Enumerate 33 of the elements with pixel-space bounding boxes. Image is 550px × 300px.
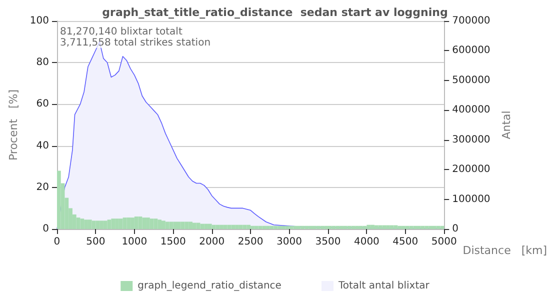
x-tick-label: 3500 — [315, 236, 341, 248]
y2-tick-label: 500000 — [452, 74, 490, 86]
x-tick-label: 500 — [86, 236, 106, 248]
legend-label: graph_legend_ratio_distance — [138, 280, 282, 292]
y2-tick-label: 600000 — [452, 45, 490, 56]
y2-tick-label: 300000 — [452, 134, 490, 146]
legend-label: Totalt antal blixtar — [337, 280, 430, 292]
y-tick-label: 80 — [36, 57, 49, 68]
y-axis-title: Procent [%] — [7, 89, 20, 161]
x-tick-label: 1000 — [122, 236, 148, 248]
x-tick-label: 4000 — [354, 236, 380, 248]
y2-tick-label: 0 — [452, 224, 458, 234]
y-tick-label: 40 — [36, 140, 49, 152]
x-tick-label: 4500 — [392, 236, 418, 248]
y-tick-label: 100 — [30, 16, 49, 26]
annotation: 3,711,558 total strikes station — [60, 38, 211, 48]
x-tick-label: 3000 — [276, 236, 302, 248]
x-tick-label: 5000 — [431, 236, 457, 248]
y-tick-label: 60 — [36, 98, 49, 110]
y-tick-label: 20 — [36, 182, 49, 193]
chart-title: graph_stat_title_ratio_distance sedan start av loggning — [102, 6, 448, 19]
y2-axis-title: Antal — [500, 110, 514, 140]
x-axis-title: Distance [km] — [462, 244, 547, 257]
x-tick-label: 2500 — [238, 236, 264, 248]
x-tick-label: 2000 — [199, 236, 225, 248]
y2-tick-label: 400000 — [452, 104, 490, 116]
y2-tick-label: 200000 — [452, 164, 490, 176]
x-tick-label: 1500 — [160, 236, 186, 248]
y2-tick-label: 100000 — [452, 194, 490, 205]
y-tick-label: 0 — [42, 224, 49, 234]
x-tick-label: 0 — [54, 236, 60, 248]
y2-tick-label: 700000 — [452, 16, 490, 26]
annotation: 81,270,140 blixtar totalt — [60, 26, 182, 38]
